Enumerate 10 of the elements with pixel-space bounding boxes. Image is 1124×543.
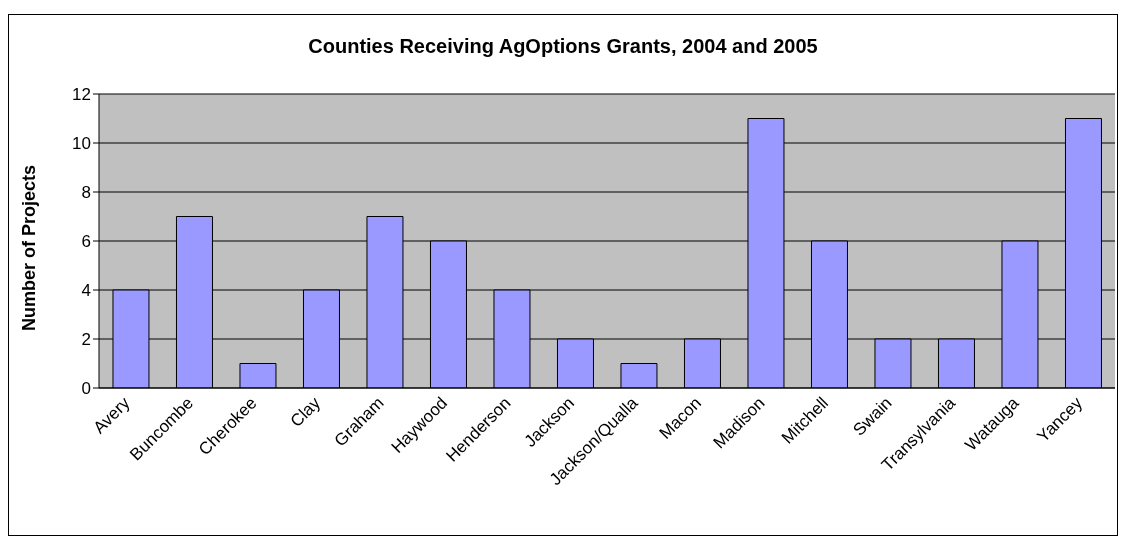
y-tick-label: 0 — [81, 379, 91, 399]
y-tick-label: 10 — [72, 134, 91, 154]
chart-title: Counties Receiving AgOptions Grants, 2004 and 2005 — [307, 35, 819, 58]
y-tick-label: 12 — [72, 85, 91, 105]
y-axis-title: Number of Projects — [19, 164, 40, 331]
y-tick-label: 6 — [81, 232, 91, 252]
y-tick-label: 2 — [81, 330, 91, 350]
y-tick-label: 4 — [81, 281, 91, 301]
x-tick-label: Clay — [286, 393, 325, 431]
y-tick-label: 8 — [81, 183, 91, 203]
